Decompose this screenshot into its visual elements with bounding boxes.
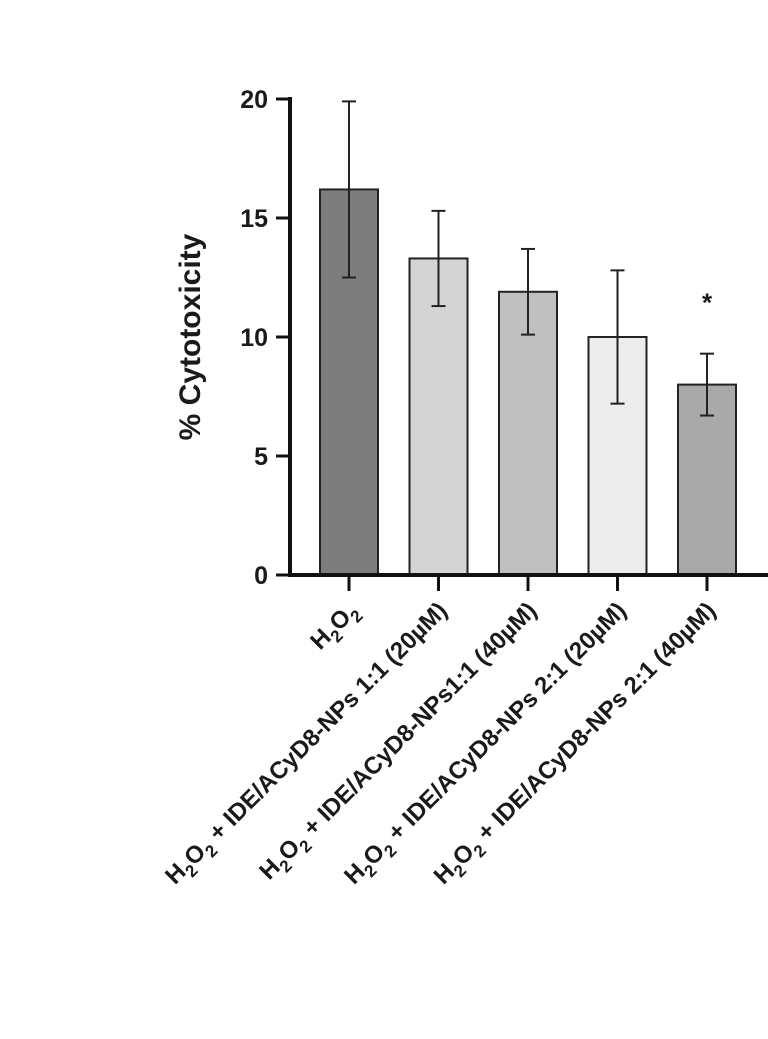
y-tick-label: 5 — [254, 443, 268, 471]
significance-marker: * — [702, 288, 713, 318]
y-axis-title: % Cytotoxicity — [174, 233, 207, 440]
bars: * — [319, 100, 737, 576]
x-axis-ticks — [347, 575, 709, 591]
category-label: H2O2 — [305, 597, 366, 658]
bar — [498, 290, 558, 576]
y-tick-label: 10 — [240, 324, 268, 352]
y-tick-label: 20 — [240, 86, 268, 114]
y-tick-label: 0 — [254, 562, 268, 590]
y-axis-ticks: 0 5 10 15 20 — [240, 86, 290, 590]
y-tick-label: 15 — [240, 205, 268, 233]
